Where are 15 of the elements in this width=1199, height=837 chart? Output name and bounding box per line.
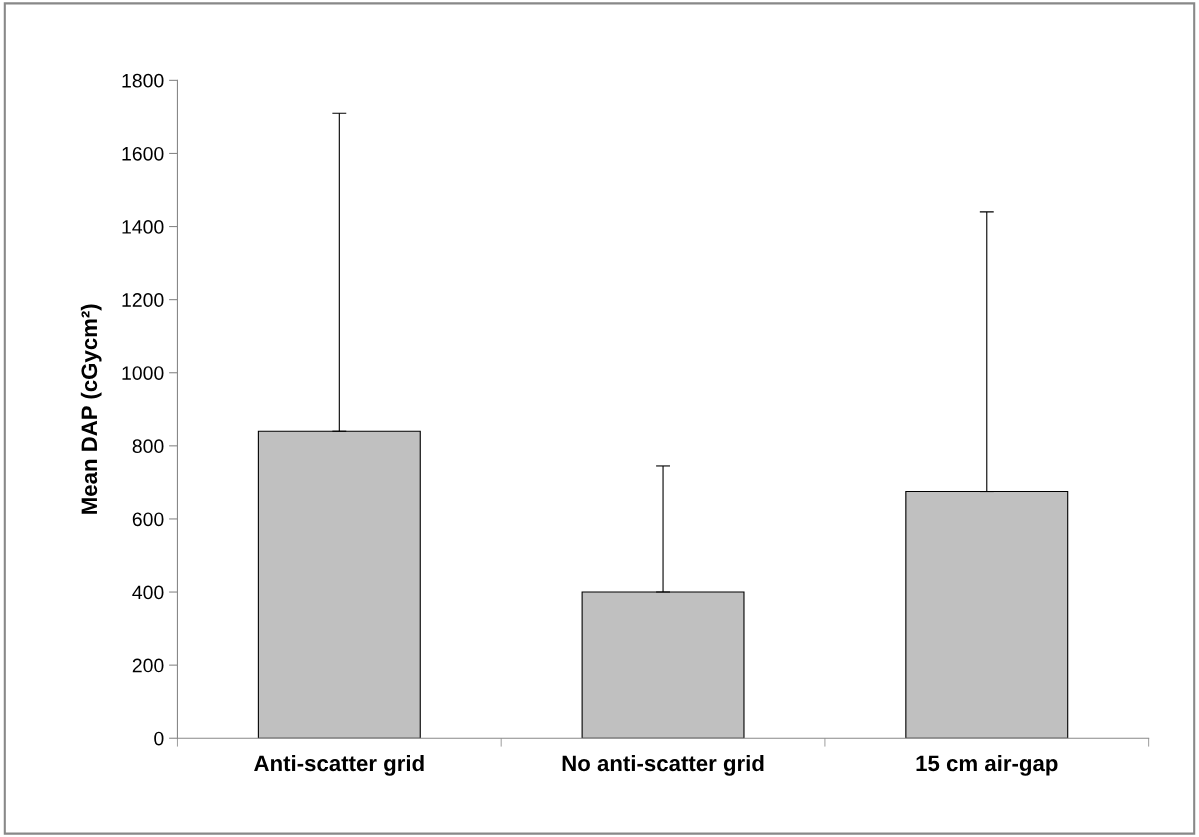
x-tick-label: Anti-scatter grid bbox=[254, 754, 424, 776]
y-tick-label: 0 bbox=[154, 731, 164, 746]
y-tick-label: 1800 bbox=[122, 73, 164, 88]
x-tick-label: No anti-scatter grid bbox=[562, 754, 764, 776]
x-tick-label: 15 cm air-gap bbox=[916, 754, 1058, 776]
y-tick-label: 200 bbox=[132, 658, 164, 673]
y-tick-label: 1600 bbox=[122, 146, 164, 161]
bar bbox=[581, 591, 745, 739]
y-tick-label: 1000 bbox=[122, 366, 164, 380]
y-tick-label: 1400 bbox=[122, 220, 164, 234]
y-tick-label: 600 bbox=[132, 512, 164, 527]
y-tick-label: 400 bbox=[132, 585, 164, 600]
y-tick-label: 1200 bbox=[122, 293, 164, 307]
y-tick-label: 800 bbox=[132, 439, 164, 454]
y-axis-title: Mean DAP (cGycm²) bbox=[80, 304, 102, 514]
